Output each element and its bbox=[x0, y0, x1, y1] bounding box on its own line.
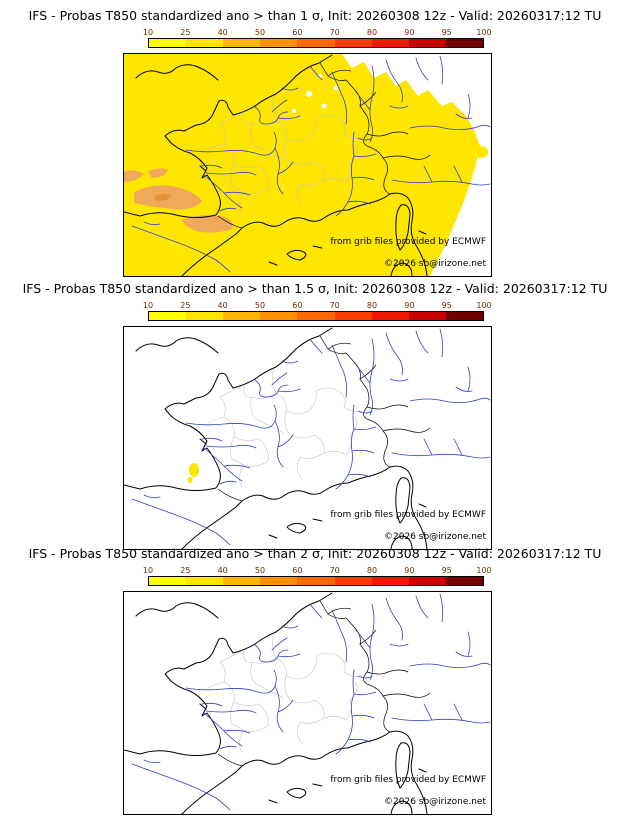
colorbar-tick-label: 90 bbox=[404, 28, 415, 37]
colorbar-tick-label: 100 bbox=[476, 28, 492, 37]
colorbar-segment bbox=[408, 39, 446, 47]
colorbar-segment bbox=[297, 577, 335, 585]
colorbar-tick-label: 80 bbox=[366, 28, 378, 37]
colorbar-tick-label: 95 bbox=[441, 301, 452, 310]
credit-copyright: ©2026 sb@irizone.net bbox=[384, 259, 486, 269]
colorbar-tick-label: 80 bbox=[366, 566, 378, 575]
colorbar-gradient bbox=[148, 38, 484, 48]
colorbar-gradient bbox=[148, 311, 484, 321]
colorbar-tick-label: 25 bbox=[180, 301, 191, 310]
colorbar-tick-label: 10 bbox=[142, 301, 154, 310]
colorbar-segment bbox=[334, 39, 372, 47]
colorbar-segment bbox=[334, 312, 372, 320]
colorbar-segment bbox=[186, 577, 224, 585]
colorbar-tick-label: 50 bbox=[254, 301, 266, 310]
panel-title: IFS - Probas T850 standardized ano > tha… bbox=[28, 546, 602, 561]
colorbar-tick-label: 10 bbox=[142, 566, 154, 575]
colorbar-tick-label: 40 bbox=[217, 28, 228, 37]
colorbar-segment bbox=[223, 39, 261, 47]
colorbar-tick-label: 60 bbox=[292, 566, 303, 575]
colorbar-segment bbox=[297, 39, 335, 47]
credit-ecmwf: from grib files provided by ECMWF bbox=[330, 775, 486, 785]
colorbar-tick-label: 50 bbox=[254, 566, 266, 575]
colorbar-tick-label: 90 bbox=[404, 301, 415, 310]
panel-sigma1: IFS - Probas T850 standardized ano > tha… bbox=[0, 8, 630, 280]
colorbar-tick-label: 10 bbox=[142, 28, 154, 37]
colorbar-segment bbox=[149, 39, 187, 47]
map-sigma1: from grib files provided by ECMWF ©2026 … bbox=[123, 53, 492, 277]
colorbar-tick-label: 60 bbox=[292, 28, 303, 37]
panel-sigma15: IFS - Probas T850 standardized ano > tha… bbox=[0, 281, 630, 553]
colorbar-tick-labels: 10 25 40 50 60 70 80 90 95 100 bbox=[143, 301, 492, 311]
colorbar-segment bbox=[445, 39, 483, 47]
colorbar-segment bbox=[371, 577, 409, 585]
colorbar-tick-label: 25 bbox=[180, 28, 191, 37]
panel-sigma2: IFS - Probas T850 standardized ano > tha… bbox=[0, 546, 630, 818]
colorbar-segment bbox=[408, 577, 446, 585]
colorbar-segment bbox=[408, 312, 446, 320]
colorbar-tick-label: 100 bbox=[476, 566, 492, 575]
map-svg-sigma2: from grib files provided by ECMWF ©2026 … bbox=[124, 592, 491, 814]
map-svg-sigma15: from grib files provided by ECMWF ©2026 … bbox=[124, 327, 491, 549]
colorbar-tick-label: 70 bbox=[329, 566, 340, 575]
panel-title: IFS - Probas T850 standardized ano > tha… bbox=[22, 281, 608, 296]
map-sigma2: from grib files provided by ECMWF ©2026 … bbox=[123, 591, 492, 815]
credit-ecmwf: from grib files provided by ECMWF bbox=[330, 510, 486, 520]
colorbar-tick-label: 70 bbox=[329, 301, 340, 310]
colorbar-tick-label: 25 bbox=[180, 566, 191, 575]
colorbar-segment bbox=[260, 577, 298, 585]
credit-copyright: ©2026 sb@irizone.net bbox=[384, 532, 486, 542]
colorbar-segment bbox=[334, 577, 372, 585]
colorbar-segment bbox=[445, 577, 483, 585]
colorbar-segment bbox=[149, 312, 187, 320]
colorbar-segment bbox=[260, 312, 298, 320]
colorbar-segment bbox=[260, 39, 298, 47]
colorbar-segment bbox=[371, 39, 409, 47]
colorbar-tick-labels: 10 25 40 50 60 70 80 90 95 100 bbox=[143, 566, 492, 576]
colorbar-tick-label: 70 bbox=[329, 28, 340, 37]
colorbar-tick-label: 95 bbox=[441, 28, 452, 37]
colorbar-segment bbox=[223, 577, 261, 585]
map-svg-sigma1: from grib files provided by ECMWF ©2026 … bbox=[124, 54, 491, 276]
colorbar-tick-labels: 10 25 40 50 60 70 80 90 95 100 bbox=[143, 28, 492, 38]
colorbar: 10 25 40 50 60 70 80 90 95 100 bbox=[143, 28, 492, 48]
panel-title: IFS - Probas T850 standardized ano > tha… bbox=[28, 8, 602, 23]
colorbar-segment bbox=[223, 312, 261, 320]
map-sigma15: from grib files provided by ECMWF ©2026 … bbox=[123, 326, 492, 550]
colorbar-segment bbox=[445, 312, 483, 320]
colorbar-segment bbox=[297, 312, 335, 320]
colorbar-segment bbox=[186, 39, 224, 47]
colorbar-tick-label: 95 bbox=[441, 566, 452, 575]
colorbar-tick-label: 40 bbox=[217, 566, 228, 575]
credit-copyright: ©2026 sb@irizone.net bbox=[384, 797, 486, 807]
colorbar-tick-label: 100 bbox=[476, 301, 492, 310]
colorbar: 10 25 40 50 60 70 80 90 95 100 bbox=[143, 301, 492, 321]
colorbar-tick-label: 50 bbox=[254, 28, 266, 37]
credit-ecmwf: from grib files provided by ECMWF bbox=[330, 237, 486, 247]
colorbar-tick-label: 60 bbox=[292, 301, 303, 310]
colorbar-tick-label: 80 bbox=[366, 301, 378, 310]
colorbar-tick-label: 40 bbox=[217, 301, 228, 310]
colorbar-tick-label: 90 bbox=[404, 566, 415, 575]
colorbar-segment bbox=[149, 577, 187, 585]
colorbar-gradient bbox=[148, 576, 484, 586]
colorbar: 10 25 40 50 60 70 80 90 95 100 bbox=[143, 566, 492, 586]
colorbar-segment bbox=[186, 312, 224, 320]
colorbar-segment bbox=[371, 312, 409, 320]
